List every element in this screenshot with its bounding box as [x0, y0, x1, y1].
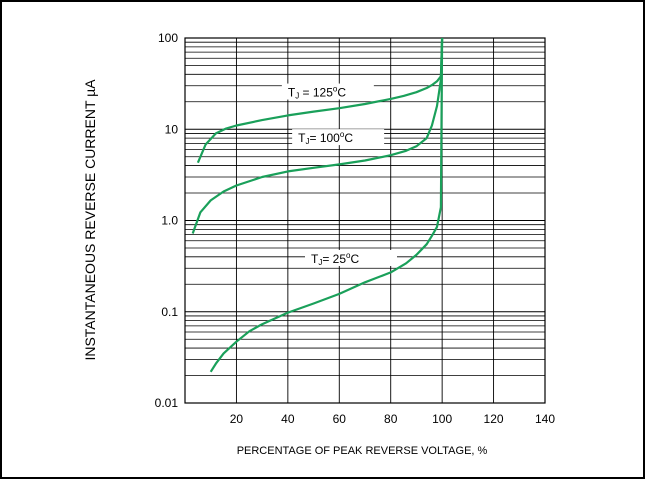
x-tick-label: 140 — [535, 412, 555, 426]
curve-label-series-3: TJ= 25oC — [311, 251, 360, 267]
y-tick-label: 1.0 — [161, 214, 178, 228]
curve-label-series-2: TJ= 100oC — [298, 130, 353, 146]
plot-border — [184, 37, 546, 404]
curve-label-background — [292, 129, 385, 146]
curve-series-3 — [209, 37, 444, 373]
x-tick-label: 60 — [333, 412, 347, 426]
x-tick-label: 100 — [432, 412, 452, 426]
x-axis-label: PERCENTAGE OF PEAK REVERSE VOLTAGE, % — [237, 445, 488, 457]
curve-label-background — [281, 83, 374, 100]
y-tick-label: 0.1 — [161, 305, 178, 319]
x-tick-label: 20 — [230, 412, 244, 426]
x-tick-label: 40 — [281, 412, 295, 426]
curve-series-1 — [196, 37, 444, 164]
curves-group — [191, 37, 444, 373]
x-tick-label: 120 — [484, 412, 504, 426]
tick-labels-group: 20 40 60 80 100 120 140 0.01 0.1 1.0 10 100 — [155, 31, 556, 426]
curve-series-2 — [191, 37, 444, 234]
x-tick-label: 80 — [384, 412, 398, 426]
curve-label-background — [305, 249, 397, 266]
y-tick-label: 0.01 — [155, 396, 179, 410]
curve-labels-group: TJ = 125oC TJ= 100oC TJ= 25oC — [281, 83, 397, 267]
y-tick-label: 100 — [158, 31, 178, 45]
curve-label-series-1: TJ = 125oC — [288, 85, 347, 101]
y-tick-label: 10 — [165, 122, 179, 136]
y-axis-label: INSTANTANEOUS REVERSE CURRENT µA — [82, 79, 98, 361]
